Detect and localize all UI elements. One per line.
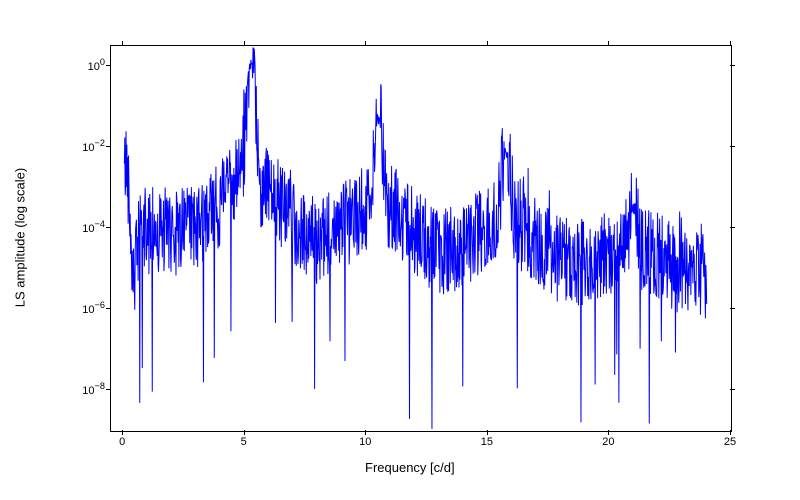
x-tick-mark xyxy=(122,430,123,435)
x-tick-mark xyxy=(365,41,366,46)
x-tick-mark xyxy=(608,430,609,435)
x-tick-mark xyxy=(487,430,488,435)
y-tick-label: 10−2 xyxy=(65,138,105,154)
y-tick-mark xyxy=(106,65,111,66)
x-tick-mark xyxy=(730,41,731,46)
y-tick-mark xyxy=(730,389,735,390)
y-tick-mark xyxy=(106,146,111,147)
y-tick-label: 100 xyxy=(65,57,105,73)
x-tick-mark xyxy=(608,41,609,46)
x-tick-label: 20 xyxy=(602,436,614,448)
y-tick-mark xyxy=(730,65,735,66)
x-tick-label: 15 xyxy=(481,436,493,448)
spectrum-path xyxy=(124,48,706,429)
x-tick-mark xyxy=(244,41,245,46)
y-tick-label: 10−6 xyxy=(65,301,105,317)
x-tick-label: 5 xyxy=(241,436,247,448)
y-tick-mark xyxy=(730,146,735,147)
plot-area xyxy=(110,45,732,432)
x-tick-label: 10 xyxy=(359,436,371,448)
x-tick-mark xyxy=(730,430,731,435)
y-tick-label: 10−4 xyxy=(65,220,105,236)
x-tick-mark xyxy=(122,41,123,46)
x-tick-mark xyxy=(365,430,366,435)
x-tick-mark xyxy=(244,430,245,435)
y-tick-mark xyxy=(106,227,111,228)
x-axis-label: Frequency [c/d] xyxy=(365,460,455,475)
spectrum-line xyxy=(111,46,731,431)
y-tick-mark xyxy=(106,389,111,390)
x-tick-label: 25 xyxy=(724,436,736,448)
y-tick-mark xyxy=(730,227,735,228)
y-tick-mark xyxy=(106,308,111,309)
y-tick-label: 10−8 xyxy=(65,382,105,398)
x-tick-label: 0 xyxy=(119,436,125,448)
y-axis-label: LS amplitude (log scale) xyxy=(13,157,28,317)
y-tick-mark xyxy=(730,308,735,309)
x-tick-mark xyxy=(487,41,488,46)
figure: Frequency [c/d] LS amplitude (log scale)… xyxy=(0,0,800,500)
